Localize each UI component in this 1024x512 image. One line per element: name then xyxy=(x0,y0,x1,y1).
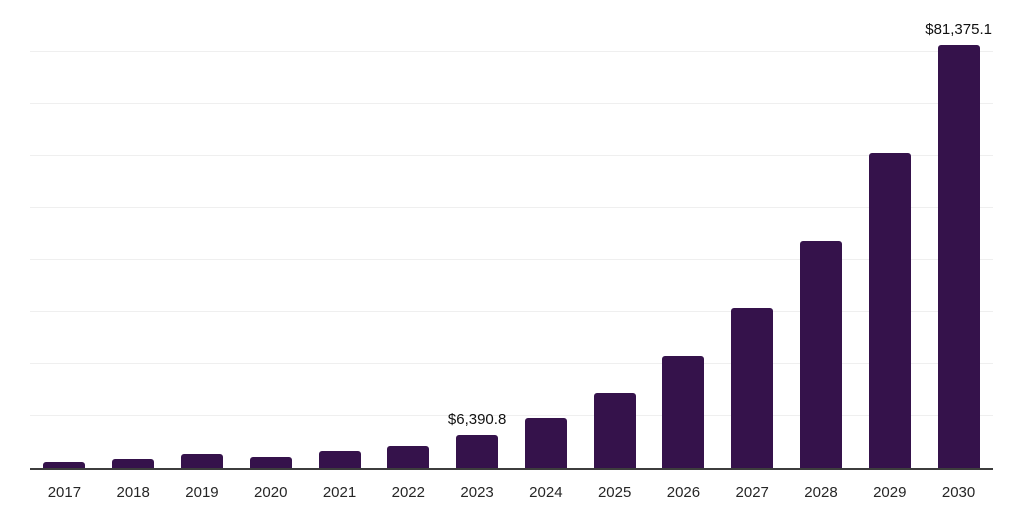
x-tick-label-2018: 2018 xyxy=(116,484,150,501)
gridline-50000 xyxy=(30,207,993,208)
gridline-80000 xyxy=(30,51,993,52)
value-label-2023: $6,390.8 xyxy=(447,410,507,428)
x-tick-label-2028: 2028 xyxy=(804,484,838,501)
x-tick-label-2024: 2024 xyxy=(529,484,563,501)
gridline-30000 xyxy=(30,311,993,312)
bar-2026 xyxy=(662,356,705,468)
gridline-70000 xyxy=(30,103,993,104)
bar-2019 xyxy=(180,454,223,468)
bar-2029 xyxy=(868,153,911,468)
x-tick-label-2023: 2023 xyxy=(460,484,494,501)
gridline-60000 xyxy=(30,155,993,156)
bar-2027 xyxy=(731,307,774,468)
bar-2028 xyxy=(800,241,843,468)
x-axis-tick-labels: 2017 2018 2019 2020 2021 2022 2023 2024 2025 2026… xyxy=(30,484,993,501)
x-tick-label-2021: 2021 xyxy=(322,484,357,501)
bar-2025 xyxy=(593,392,636,468)
x-tick-label-2030: 2030 xyxy=(941,484,976,501)
x-tick-label-2029: 2029 xyxy=(873,484,907,501)
bar-2022 xyxy=(387,446,430,468)
x-tick-label-2020: 2020 xyxy=(254,484,288,501)
bar-2020 xyxy=(249,456,292,468)
x-tick-label-2025: 2025 xyxy=(597,484,632,501)
bar-2023 xyxy=(456,434,499,468)
bar-2021 xyxy=(318,451,361,468)
x-tick-label-2017: 2017 xyxy=(47,484,82,501)
x-tick-label-2019: 2019 xyxy=(185,484,219,501)
bar-2024 xyxy=(524,418,567,468)
x-tick-label-2022: 2022 xyxy=(391,484,425,501)
bar-2018 xyxy=(112,458,155,468)
value-label-2030: $81,375.1 xyxy=(925,20,992,38)
x-axis-line xyxy=(30,468,993,470)
bar-2017 xyxy=(43,462,86,468)
gridline-10000 xyxy=(30,415,993,416)
plot-area: $6,390.8 $81,375.1 xyxy=(30,0,993,468)
gridline-40000 xyxy=(30,259,993,260)
gridline-20000 xyxy=(30,363,993,364)
x-tick-label-2026: 2026 xyxy=(666,484,701,501)
x-tick-label-2027: 2027 xyxy=(735,484,769,501)
bar-2030 xyxy=(937,44,980,468)
